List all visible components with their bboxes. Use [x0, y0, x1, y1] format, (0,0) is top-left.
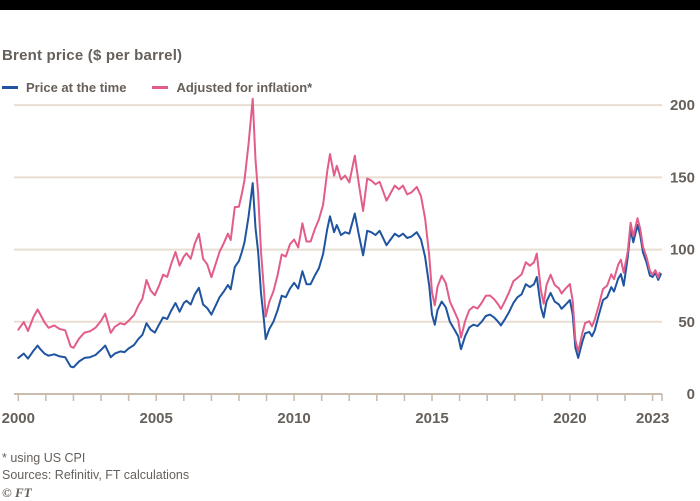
- series-line-adjusted-for-inflation: [17, 97, 661, 353]
- legend-label: Adjusted for inflation*: [176, 80, 313, 95]
- series-line-price-at-the-time: [17, 182, 662, 369]
- chart-legend: Price at the time Adjusted for inflation…: [2, 80, 312, 95]
- y-tick-label: 0: [687, 386, 695, 403]
- x-tick-label: 2000: [2, 410, 35, 427]
- ft-credit: © FT: [2, 485, 32, 500]
- legend-item-adjusted-for-inflation: Adjusted for inflation*: [152, 80, 312, 95]
- y-tick-label: 150: [670, 169, 695, 186]
- legend-swatch-pink-line-icon: [152, 86, 169, 89]
- legend-swatch-blue-line-icon: [2, 86, 18, 89]
- x-tick-label: 2015: [415, 410, 448, 427]
- sources-line: Sources: Refinitiv, FT calculations: [2, 468, 190, 482]
- x-tick-label: 2020: [553, 410, 586, 427]
- chart-title: Brent price ($ per barrel): [2, 47, 183, 64]
- top-black-bar: [0, 0, 700, 10]
- x-tick-label: 2023: [636, 410, 669, 427]
- x-tick-label: 2010: [277, 410, 310, 427]
- y-tick-label: 100: [670, 242, 695, 259]
- y-tick-label: 200: [670, 97, 695, 114]
- legend-label: Price at the time: [26, 80, 127, 95]
- legend-item-price-at-the-time: Price at the time: [2, 80, 126, 95]
- chart-footer: * using US CPI Sources: Refinitiv, FT ca…: [2, 450, 189, 501]
- footnote-cpi: * using US CPI: [2, 451, 86, 465]
- x-tick-label: 2005: [140, 410, 173, 427]
- y-tick-label: 50: [678, 314, 695, 331]
